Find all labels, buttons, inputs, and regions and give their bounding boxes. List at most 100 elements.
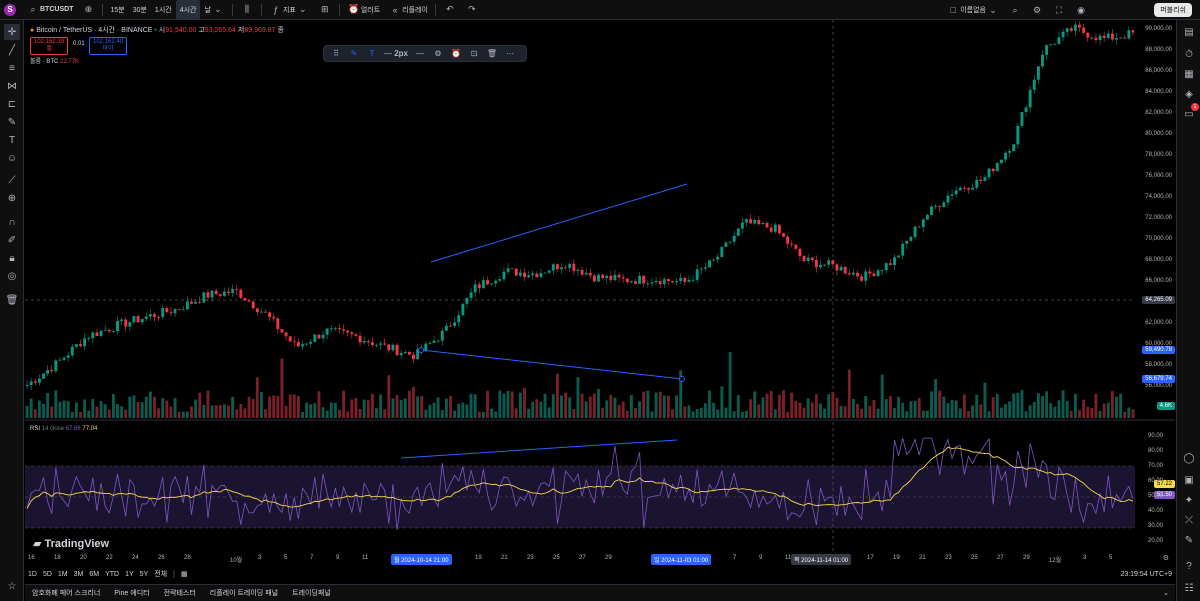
star-icon[interactable]: ☆ — [7, 580, 17, 592]
user-avatar[interactable]: S — [4, 3, 16, 16]
line-color-icon[interactable]: ✎ — [350, 49, 358, 58]
undo-button[interactable]: ↶ — [439, 0, 461, 20]
emoji-icon[interactable]: ☺ — [6, 152, 18, 164]
candle — [753, 219, 757, 224]
candle — [1049, 44, 1053, 46]
trendline-icon[interactable]: ╱ — [8, 44, 16, 56]
alert-icon[interactable]: ⏰ — [451, 49, 461, 58]
tab-replay-panel[interactable]: 리플레이 트레이딩 패널 — [209, 590, 279, 597]
tab-pine-editor[interactable]: Pine 에디터 — [114, 590, 150, 597]
pencil-icon[interactable]: ✎ — [1184, 534, 1194, 546]
alarm-clock-icon[interactable]: ⏱ — [1185, 48, 1193, 60]
fib-icon[interactable]: ≡ — [9, 62, 15, 74]
text-icon[interactable]: T — [8, 134, 16, 146]
volume-bar — [971, 405, 975, 418]
volume-bar — [128, 396, 132, 418]
trash-icon[interactable]: 🗑︎ — [486, 49, 498, 58]
ideas-icon[interactable]: ✦ — [1184, 494, 1194, 506]
axis-settings-icon[interactable]: ⚙ — [1162, 555, 1169, 562]
clock[interactable]: 23:19:54 UTC+9 — [1120, 570, 1172, 578]
line-style-icon[interactable]: — — [416, 49, 424, 58]
range-5y[interactable]: 5Y — [139, 570, 149, 578]
volume-bar — [987, 411, 991, 418]
calendar-icon[interactable]: ▣ — [1184, 474, 1194, 486]
crosshair-icon[interactable]: ✛ — [4, 24, 20, 40]
projection-icon[interactable]: ⊏ — [7, 98, 17, 110]
candle — [453, 322, 457, 326]
chat-icon[interactable]: ◯ — [1183, 452, 1195, 464]
tab-strategy-tester[interactable]: 전략테스터 — [163, 590, 196, 597]
drag-handle-icon[interactable]: ⠿ — [333, 49, 339, 58]
range-1m[interactable]: 1M — [57, 570, 68, 578]
trash-icon[interactable]: 🗑︎ — [5, 294, 19, 306]
symbol-search[interactable]: ⌕ BTCUSDT — [22, 0, 77, 20]
eye-icon[interactable]: ◎ — [7, 270, 17, 282]
fullscreen-button[interactable]: ⛶ — [1048, 0, 1070, 20]
collapse-panel-icon[interactable]: ⌄ — [1163, 590, 1169, 597]
range-ytd[interactable]: YTD — [105, 570, 120, 578]
quick-search-button[interactable]: ⌕ — [1004, 0, 1026, 20]
range-all[interactable]: 전체 — [154, 571, 168, 578]
candle — [346, 330, 350, 333]
chart-pane[interactable]: ● Bitcoin / TetherUS · 4시간 · BINANCE • 시… — [25, 20, 1175, 581]
candle — [868, 271, 872, 274]
chart-canvas[interactable] — [25, 20, 1175, 581]
volume-bar — [1041, 395, 1044, 418]
candle — [494, 280, 498, 284]
goto-date-icon[interactable]: ▦ — [180, 571, 188, 578]
more-icon[interactable]: ⋯ — [506, 49, 514, 58]
notifications-icon[interactable]: ▭ 1 — [1181, 103, 1199, 122]
settings-icon[interactable]: ⚙ — [434, 49, 442, 58]
timeframe-30m[interactable]: 30분 — [132, 6, 147, 14]
redo-button[interactable]: ↷ — [461, 0, 483, 20]
community-icon[interactable]: ☷ — [1184, 582, 1194, 594]
candle — [646, 283, 650, 285]
time-tick: 5 — [1109, 555, 1113, 561]
publish-button[interactable]: 퍼블리쉬 — [1154, 3, 1192, 17]
layout-button[interactable]: □ 이름없음 ⌄ — [942, 0, 1004, 20]
layers-icon[interactable]: ◈ — [1185, 88, 1193, 100]
lock-icon[interactable]: 🔒︎ — [9, 252, 15, 264]
candle — [909, 236, 913, 241]
range-1d[interactable]: 1D — [28, 570, 37, 578]
timeframe-1h[interactable]: 1시간 — [154, 6, 172, 14]
chart-type-button[interactable]: ⫼ — [236, 0, 258, 20]
line-width-button[interactable]: — 2px — [383, 49, 409, 58]
sell-button[interactable]: 102,162.39 셸 — [30, 37, 69, 55]
pattern-icon[interactable]: ⋈ — [7, 80, 17, 92]
help-icon[interactable]: ? — [1186, 560, 1192, 572]
time-tick: 7 — [310, 555, 314, 561]
ruler-icon[interactable]: ⟋ — [8, 174, 16, 186]
alert-button[interactable]: ⏰ 얼러트 — [343, 0, 384, 20]
stay-drawing-icon[interactable]: ✐ — [7, 234, 17, 246]
range-3m[interactable]: 3M — [73, 570, 84, 578]
timeframe-4h[interactable]: 4시간 — [175, 0, 201, 20]
text-color-icon[interactable]: T — [369, 49, 375, 58]
volume-bar — [897, 396, 901, 418]
replay-button[interactable]: « 리플레이 — [384, 0, 432, 20]
right-sidebar: ▤ ⏱ ▦ ◈ ▭ 1 ◯ ▣ ✦ ⤫ ✎ ? ☷ — [1176, 20, 1200, 601]
watchlist-icon[interactable]: ▤ — [1184, 26, 1194, 38]
compare-button[interactable]: ⊕ — [77, 0, 99, 20]
tab-trading-panel[interactable]: 트레이딩패널 — [292, 590, 331, 597]
range-6m[interactable]: 6M — [89, 570, 100, 578]
brush-icon[interactable]: ✎ — [7, 116, 17, 128]
timeframe-15m[interactable]: 15분 — [110, 6, 125, 14]
settings-button[interactable]: ⚙ — [1026, 0, 1048, 20]
hotlist-icon[interactable]: ⤫ — [1185, 514, 1193, 526]
range-5d[interactable]: 5D — [42, 570, 52, 578]
zoom-icon[interactable]: ⊕ — [7, 192, 17, 204]
timeframe-day[interactable]: 날 ⌄ — [200, 0, 228, 20]
snapshot-button[interactable]: ◉ — [1070, 0, 1092, 20]
lock-icon[interactable]: ⊡ — [470, 49, 478, 58]
buy-button[interactable]: 102,162.40 바이 — [89, 37, 128, 55]
datawindow-icon[interactable]: ▦ — [1184, 68, 1194, 80]
undo-icon: ↶ — [446, 4, 454, 14]
indicators-button[interactable]: ƒ 지표 ⌄ — [265, 0, 314, 20]
tab-screener[interactable]: 암호화폐 페어 스크리너 — [32, 590, 101, 597]
candle — [568, 263, 572, 268]
candle — [1069, 28, 1073, 31]
magnet-icon[interactable]: ∩ — [8, 216, 16, 228]
templates-button[interactable]: ⊞ — [314, 0, 336, 20]
range-1y[interactable]: 1Y — [125, 570, 134, 578]
